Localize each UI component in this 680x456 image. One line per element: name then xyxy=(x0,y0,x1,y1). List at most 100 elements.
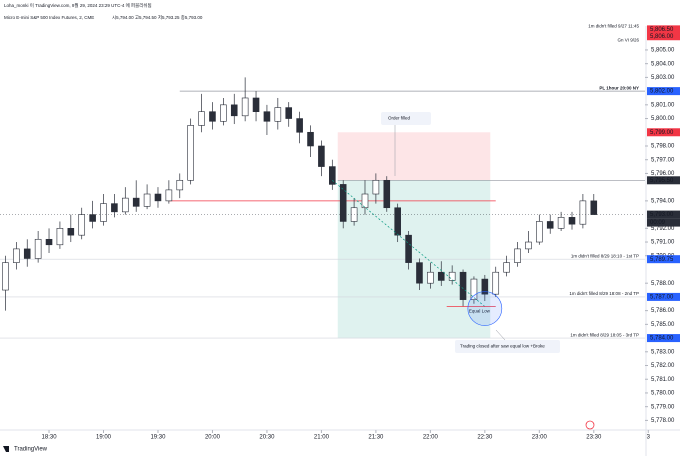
x-tick-label: 3 xyxy=(647,435,651,441)
candle-body xyxy=(285,107,293,119)
candle-body xyxy=(427,271,434,284)
y-tick-label: 5,783.00 xyxy=(651,349,675,355)
note-box xyxy=(455,340,560,353)
candle-body xyxy=(252,97,260,112)
candle-body xyxy=(45,238,53,246)
y-tick-label: 5,786.00 xyxy=(651,308,675,314)
candle-body xyxy=(361,193,369,209)
candle-body xyxy=(557,217,565,229)
price-tag xyxy=(647,292,680,301)
y-tick-label: 5,804.00 xyxy=(651,61,675,67)
x-tick-label: 19:00 xyxy=(96,435,112,441)
y-tick-label: 5,782.00 xyxy=(651,363,675,369)
y-tick-label: 5,792.00 xyxy=(651,226,675,232)
price-tag-label: 5,795.50 xyxy=(650,178,674,184)
price-tag-label: 5,784.00 xyxy=(650,336,674,342)
brand-logo xyxy=(3,446,9,452)
author-line: Loha_monki 이 TradingView.com, 9월 29, 202… xyxy=(4,2,152,9)
candle-body xyxy=(67,228,75,236)
level-label: 1m didn't filled 8/29 18:08 - 2nd TP xyxy=(569,291,639,296)
brand: TradingView xyxy=(14,447,48,453)
note-box xyxy=(381,112,431,125)
candle-body xyxy=(34,238,42,259)
price-tag-label: 5,802.00 xyxy=(650,89,674,95)
price-tag-label: 5,789.75 xyxy=(650,257,674,263)
candle-body xyxy=(111,203,118,213)
x-tick-label: 22:00 xyxy=(423,435,439,441)
y-tick-label: 5,794.00 xyxy=(651,198,675,204)
y-tick-label: 5,805.00 xyxy=(651,48,675,54)
x-tick-label: 20:30 xyxy=(259,435,275,441)
candle-body xyxy=(209,111,216,122)
candle-body xyxy=(23,248,31,259)
candle-body xyxy=(198,111,205,126)
candle-body xyxy=(263,111,271,122)
candle-body xyxy=(187,125,194,181)
price-tag-label: 5,799.00 xyxy=(650,130,674,136)
y-tick-label: 5,800.00 xyxy=(651,116,675,122)
candle-body xyxy=(318,145,325,167)
x-tick-label: 21:00 xyxy=(314,435,330,441)
candle-body xyxy=(437,271,445,281)
level-label: Gn VI 9/26 xyxy=(617,37,639,42)
level-label: 1m didn't filled 8/29 18:10 - 1st TP xyxy=(571,253,639,258)
candle-body xyxy=(590,200,598,215)
price-tag xyxy=(647,25,680,34)
candle-body xyxy=(307,131,314,147)
price-tag xyxy=(647,210,680,219)
y-tick-label: 5,803.00 xyxy=(651,75,675,81)
price-tag-label: 5,787.00 xyxy=(650,294,674,300)
candle-body xyxy=(132,197,140,207)
candle-body xyxy=(525,241,532,250)
candle-body xyxy=(459,271,467,300)
candle-body xyxy=(514,248,521,263)
candle-body xyxy=(372,179,380,195)
candle-body xyxy=(296,118,303,133)
candle-body xyxy=(78,214,86,236)
candle-body xyxy=(339,184,347,222)
candle-body xyxy=(89,214,96,222)
price-tag xyxy=(647,255,680,264)
note: Trading closed after saw equal low +Brok… xyxy=(460,344,545,349)
price-tag xyxy=(647,176,680,185)
y-tick-label: 5,801.00 xyxy=(651,102,675,108)
candle-body xyxy=(394,207,401,236)
x-tick-label: 22:30 xyxy=(477,435,493,441)
price-tag-label: 5,806.50 xyxy=(650,27,674,33)
candle-body xyxy=(220,104,227,122)
candle-body xyxy=(100,203,107,222)
candle-body xyxy=(274,107,282,122)
candle-body xyxy=(405,234,412,263)
candle-body xyxy=(470,278,478,300)
note: Order filled xyxy=(388,116,411,121)
trend-line xyxy=(332,180,486,307)
price-tag-label: 5,793.00 xyxy=(650,212,674,218)
candle-body xyxy=(503,262,510,273)
candle-body xyxy=(568,217,576,225)
candle-body xyxy=(165,189,173,202)
level-label: 1m didn't filled 8/29 18:05 - 3rd TP xyxy=(570,332,639,337)
candle-body xyxy=(13,248,20,263)
candle-body xyxy=(448,271,456,281)
y-tick-label: 5,778.00 xyxy=(651,418,675,424)
candle-body xyxy=(492,271,500,295)
highlight-circle xyxy=(467,291,503,326)
stop-zone xyxy=(337,132,491,181)
y-tick-label: 5,785.00 xyxy=(651,322,675,328)
price-tag xyxy=(647,334,680,343)
y-tick-label: 5,796.00 xyxy=(651,171,675,177)
x-tick-label: 20:00 xyxy=(205,435,221,441)
x-tick-label: 18:30 xyxy=(42,435,58,441)
candle-body xyxy=(143,193,151,207)
candle-body xyxy=(176,179,184,191)
candle-body xyxy=(154,193,162,202)
candle-body xyxy=(546,221,554,229)
countdown: 00:09 xyxy=(650,220,666,226)
y-tick-label: 5,788.00 xyxy=(651,281,675,287)
candle-body xyxy=(329,166,336,185)
replay-icon[interactable] xyxy=(585,420,595,430)
y-tick-label: 5,797.00 xyxy=(651,157,675,163)
candle-body xyxy=(121,197,129,213)
